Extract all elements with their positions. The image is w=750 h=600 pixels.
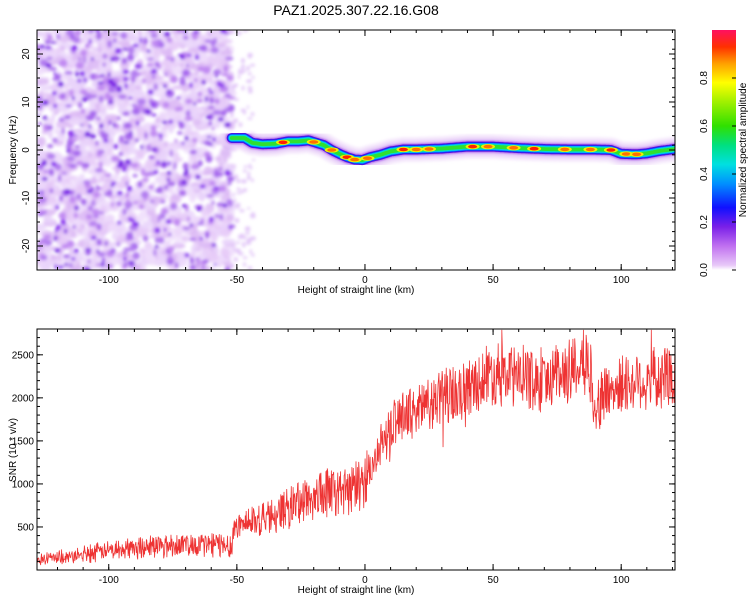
ridge-band-7 xyxy=(229,136,675,162)
snr-y-tick-label: 1500 xyxy=(12,436,35,447)
snr-x-tick-label: 100 xyxy=(613,575,630,586)
ridge-hotspot-core xyxy=(483,144,493,149)
snr-frame xyxy=(36,328,676,571)
snr-y-tick-label: 2500 xyxy=(12,350,35,361)
chart-title: PAZ1.2025.307.22.16.G08 xyxy=(273,2,439,18)
snr-y-tick-label: 500 xyxy=(17,522,34,533)
snr-series-line xyxy=(37,329,675,566)
ridge-hotspot-core xyxy=(468,144,478,149)
snr-ylabel: SNR (10 * v/v) xyxy=(8,418,19,482)
y-tick-label: -20 xyxy=(21,238,32,253)
snr-x-tick-label: 0 xyxy=(362,575,368,586)
snr-y-tick-label: 1000 xyxy=(12,479,35,490)
snr-ticks: -100 -50 0 50 100 500 1000 1500 2000 2500 xyxy=(12,329,675,586)
colorbar: 0.0 0.2 0.4 0.6 0.8 Normalized spectral ampl… xyxy=(699,30,749,277)
colorbar-tick-label: 0.2 xyxy=(699,215,710,229)
x-tick-label: 50 xyxy=(488,275,500,286)
spectrogram-frame xyxy=(36,29,676,271)
colorbar-tick-label: 0.0 xyxy=(699,263,710,277)
y-tick-label: 0 xyxy=(21,147,32,153)
colorbar-tick-label: 0.4 xyxy=(699,167,710,181)
snr-x-tick-label: 50 xyxy=(488,575,500,586)
y-tick-label: -10 xyxy=(21,190,32,205)
x-tick-label: -100 xyxy=(99,275,119,286)
ridge-hotspot-core xyxy=(529,146,539,151)
colorbar-ticks: 0.0 0.2 0.4 0.6 0.8 xyxy=(699,71,736,277)
ridge-hotspot-core xyxy=(621,152,631,156)
ridge-hotspot-core xyxy=(327,148,337,152)
x-tick-label: 0 xyxy=(362,275,368,286)
y-tick-label: 20 xyxy=(21,48,32,60)
ridge-hotspot-core xyxy=(606,148,616,152)
colorbar-gradient xyxy=(712,30,736,270)
snr-xlabel: Height of straight line (km) xyxy=(298,585,415,596)
ridge-hotspot-core xyxy=(309,140,319,144)
snr-panel: -100 -50 0 50 100 500 1000 1500 2000 2500 Height … xyxy=(8,328,676,596)
x-tick-label: -50 xyxy=(230,275,245,286)
spectrogram-xlabel: Height of straight line (km) xyxy=(298,285,415,296)
ridge-hotspot-core xyxy=(424,147,434,151)
snr-plot-area xyxy=(37,329,675,570)
ridge-hotspot-core xyxy=(363,156,372,160)
ridge-hotspot-core xyxy=(278,140,288,145)
colorbar-tick-label: 0.8 xyxy=(699,71,710,85)
ridge-hotspot-core xyxy=(509,146,519,150)
ridge-hotspot-core xyxy=(350,157,360,162)
ridge-hotspot-core xyxy=(560,147,570,152)
colorbar-label: Normalized spectral amplitude xyxy=(738,82,749,217)
snr-x-tick-label: -100 xyxy=(99,575,119,586)
ridge-hotspot-core xyxy=(411,147,421,152)
ridge-hotspot-core xyxy=(632,152,642,157)
noise-region xyxy=(37,30,256,270)
y-tick-label: 10 xyxy=(21,96,32,108)
spectral-ridge xyxy=(219,126,675,173)
ridge-hotspot-core xyxy=(585,147,595,152)
x-tick-label: 100 xyxy=(613,275,630,286)
colorbar-tick-label: 0.6 xyxy=(699,119,710,133)
snr-y-tick-label: 2000 xyxy=(12,393,35,404)
snr-x-tick-label: -50 xyxy=(230,575,245,586)
ridge-hotspot-core xyxy=(398,147,408,152)
spectrogram-ylabel: Frequency (Hz) xyxy=(8,116,19,185)
